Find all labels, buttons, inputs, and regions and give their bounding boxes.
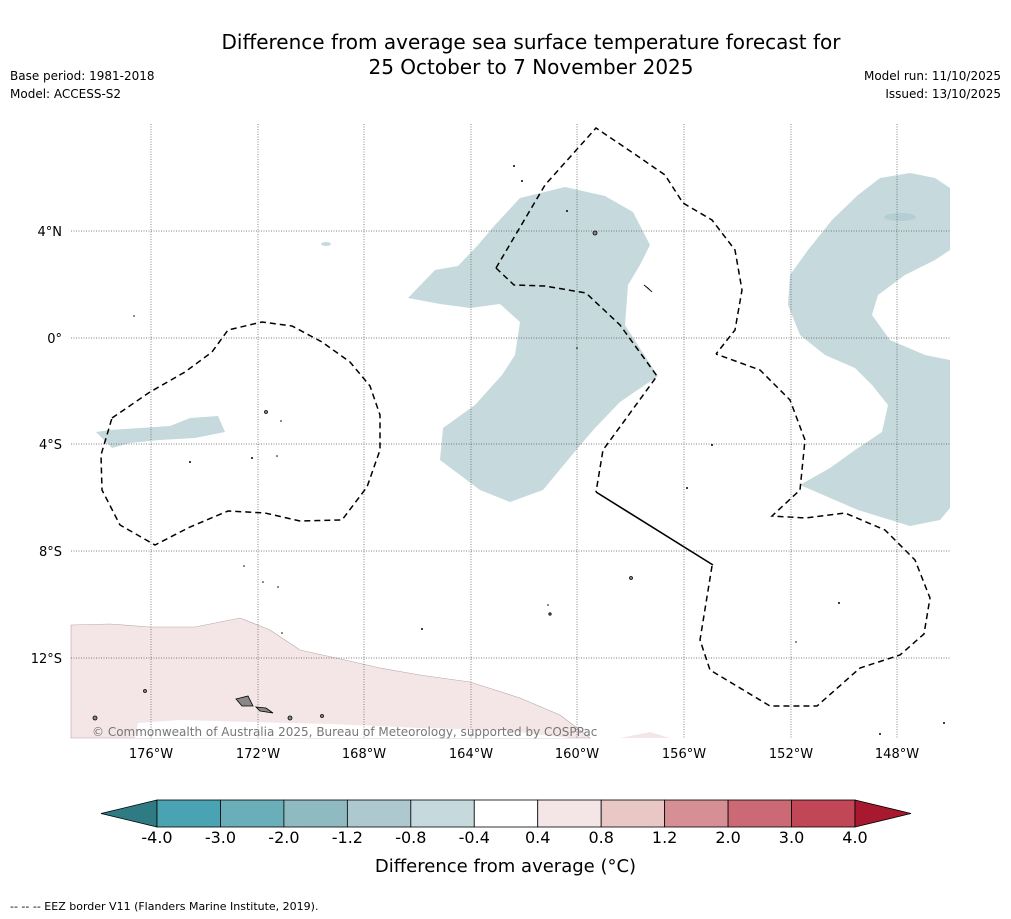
small-atolls [133,165,945,735]
eez-legend-footnote: -- -- -- EEZ border V11 (Flanders Marine… [10,900,319,913]
lat-label: 4°N [38,225,63,240]
lon-label: 148°W [875,747,919,762]
colorbar-segment [600,799,666,828]
colorbar-segment [156,799,221,828]
island [643,284,653,293]
colorbar-arrow-high [854,799,912,828]
island [92,715,98,721]
warm-area-sliver [620,732,670,738]
colorbar-tick-label: 1.2 [651,828,678,847]
colorbar-segment [537,799,602,828]
lat-label: 12°S [31,652,62,667]
colorbar-tick-label: 0.8 [588,828,614,847]
title-line-2: 25 October to 7 November 2025 [368,55,694,79]
island [548,612,552,616]
colorbar-tick-label: -3.0 [204,828,237,847]
cool-area-west [96,416,225,448]
colorbar-segment [727,799,792,828]
copyright-text: © Commonwealth of Australia 2025, Bureau… [92,725,597,739]
latitude-labels: 4°N 0° 4°S 8°S 12°S [31,225,62,667]
colorbar-tick-label: 4.0 [842,828,868,847]
lon-label: 160°W [555,747,599,762]
colorbar-segment [473,799,539,828]
warm-area-gap [135,720,570,738]
lat-label: 8°S [39,545,62,560]
colorbar-tick-label: -0.4 [458,828,490,847]
lon-label: 156°W [662,747,706,762]
eez-central-inner [495,267,658,493]
lon-label: 172°W [236,747,280,762]
eez-south [699,353,931,707]
lat-label: 4°S [39,438,62,453]
island [264,410,268,414]
longitude-labels: 176°W 172°W 168°W 164°W 160°W 156°W 152°… [129,747,919,762]
colorbar-tick-label: -4.0 [141,828,173,847]
colorbar-arrow-low [100,799,158,828]
meta-left: Base period: 1981-2018 Model: ACCESS-S2 [10,67,155,103]
island-samoa-east [254,706,274,714]
lon-label: 164°W [449,747,493,762]
colorbar-segment [664,799,729,828]
warm-anomaly-area [70,617,591,739]
eez-borders [100,127,931,707]
meta-right: Model run: 11/10/2025 Issued: 13/10/2025 [864,67,1001,103]
model-run: Model run: 11/10/2025 [863,69,1001,83]
island-samoa-west [235,695,254,707]
cool-area-core [884,213,916,221]
base-period: Base period: 1981-2018 [10,69,155,83]
islands [92,230,653,721]
lon-label: 176°W [129,747,173,762]
colorbar-segment [220,799,285,828]
eez-solid-border [595,491,714,566]
colorbar-ticks: -4.0 -3.0 -2.0 -1.2 -0.8 -0.4 0.4 0.8 1.2 2.0 3.0 4… [0,828,1011,848]
island [143,689,147,693]
colorbar [100,799,912,828]
cool-area-east [788,173,950,526]
gridlines [71,124,950,738]
island [629,576,633,580]
island [287,715,293,721]
colorbar-segment [346,799,412,828]
colorbar-segment [283,799,348,828]
cool-area-central [408,187,658,502]
colorbar-label: Difference from average (°C) [374,856,637,877]
lat-label: 0° [47,332,62,347]
colorbar-tick-label: 2.0 [715,828,741,847]
lon-label: 168°W [342,747,386,762]
lon-label: 152°W [769,747,813,762]
title-line-1: Difference from average sea surface temp… [221,30,841,54]
issued-date: Issued: 13/10/2025 [885,87,1001,101]
colorbar-tick-label: 0.4 [524,828,551,847]
colorbar-tick-label: -1.2 [331,828,363,847]
colorbar-tick-label: -0.8 [395,828,427,847]
eez-central-north [495,127,743,355]
colorbar-segment [410,799,475,828]
cool-anomaly-areas [96,173,950,526]
colorbar-segment [791,799,856,828]
map-title: Difference from average sea surface temp… [0,30,1011,80]
model-name: Model: ACCESS-S2 [10,87,122,101]
island [320,714,324,718]
colorbar-tick-label: 3.0 [778,828,805,847]
island [592,230,598,236]
colorbar-tick-label: -2.0 [268,828,300,847]
cool-area-speck [321,242,331,246]
